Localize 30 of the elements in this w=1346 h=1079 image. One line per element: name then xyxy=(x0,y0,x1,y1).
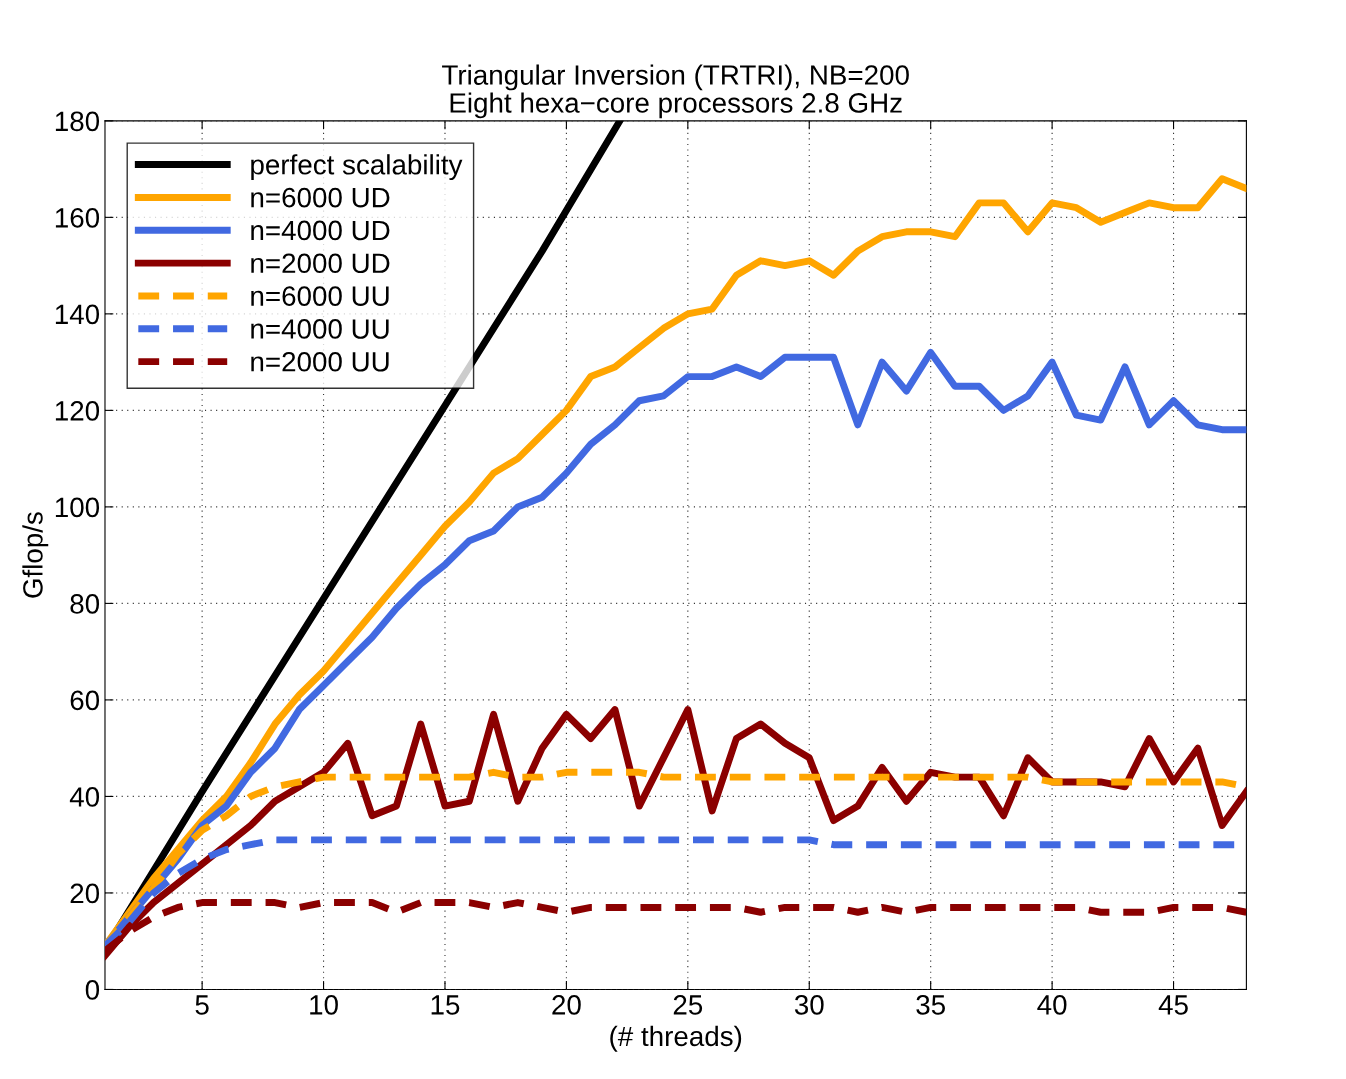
y-tick-label: 180 xyxy=(55,111,100,132)
legend-label: n=4000 UD xyxy=(251,220,390,241)
legend-label: n=4000 UU xyxy=(251,319,389,339)
x-axis-title: (# threads) xyxy=(610,1025,742,1052)
chart-subtitle: Eight hexa−core processors 2.8 GHz xyxy=(450,92,902,119)
x-tick-label: 5 xyxy=(195,995,209,1015)
legend-label: n=6000 UD xyxy=(251,187,390,208)
x-tick-label: 30 xyxy=(794,995,824,1015)
legend-label: n=2000 UD xyxy=(251,253,390,274)
y-tick-label: 20 xyxy=(70,883,100,904)
y-tick-label: 140 xyxy=(55,304,100,325)
x-tick-label: 35 xyxy=(916,995,945,1015)
legend-label: n=6000 UU xyxy=(251,286,389,306)
legend-label: n=2000 UU xyxy=(251,351,389,372)
legend-label: perfect scalability xyxy=(251,154,463,181)
y-tick-label: 80 xyxy=(70,594,100,614)
x-tick-label: 20 xyxy=(552,995,581,1015)
y-tick-label: 100 xyxy=(55,497,100,518)
y-axis-title: Gflop/s xyxy=(22,512,49,598)
x-tick-label: 25 xyxy=(673,995,703,1015)
x-tick-label: 45 xyxy=(1158,995,1188,1015)
x-tick-label: 15 xyxy=(431,995,460,1015)
y-tick-label: 60 xyxy=(70,690,100,711)
x-tick-label: 40 xyxy=(1037,995,1067,1015)
y-tick-label: 120 xyxy=(55,401,100,421)
y-tick-label: 0 xyxy=(85,980,100,1000)
y-tick-label: 40 xyxy=(69,787,100,807)
y-tick-label: 160 xyxy=(55,208,100,228)
x-tick-label: 10 xyxy=(310,995,338,1015)
chart-title: Triangular Inversion (TRTRI), NB=200 xyxy=(442,64,909,91)
